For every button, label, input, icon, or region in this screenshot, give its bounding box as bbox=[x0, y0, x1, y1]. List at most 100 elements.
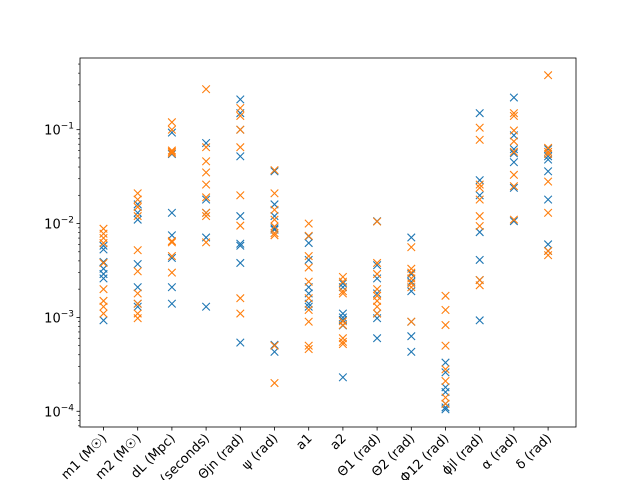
series-2-point bbox=[304, 305, 313, 315]
series-2-point bbox=[407, 242, 416, 252]
series-2-point bbox=[441, 399, 450, 409]
series-2-point bbox=[441, 365, 450, 374]
series-1-point bbox=[270, 167, 279, 176]
series-2-point bbox=[543, 177, 553, 186]
series-2-point bbox=[133, 202, 142, 212]
series-2-point bbox=[407, 317, 416, 326]
series-1-point bbox=[304, 255, 313, 265]
y-axis: 10−4 10−3 10−2 10−1 bbox=[44, 63, 80, 427]
series-1-point bbox=[475, 316, 484, 325]
series-2-point bbox=[441, 341, 450, 350]
series-2-point bbox=[441, 320, 450, 330]
series-2-point bbox=[270, 215, 279, 224]
series-1-point bbox=[133, 259, 142, 269]
series-2-point bbox=[509, 137, 519, 146]
series-2-point bbox=[475, 180, 484, 189]
series-2-point bbox=[509, 181, 519, 191]
series-1-point bbox=[236, 338, 245, 347]
series-1-point bbox=[338, 309, 348, 318]
series-1-point bbox=[372, 260, 382, 270]
series-2-point bbox=[201, 208, 211, 218]
series-2-point bbox=[372, 284, 382, 294]
series-2-point bbox=[167, 146, 177, 155]
series-2-point bbox=[133, 211, 142, 221]
series-2-point bbox=[201, 238, 211, 247]
series-1-point bbox=[270, 340, 279, 350]
series-2-point bbox=[338, 287, 348, 296]
series-2-point bbox=[338, 320, 348, 330]
series-1-point bbox=[338, 279, 348, 288]
series-2-point bbox=[270, 341, 279, 350]
series-2-point bbox=[338, 339, 348, 349]
series-1-point bbox=[475, 108, 484, 118]
series-2-point bbox=[372, 302, 382, 311]
series-1-point bbox=[236, 152, 245, 161]
series-2-point bbox=[99, 284, 108, 294]
x-tick-label: a1 bbox=[293, 431, 315, 453]
series-2-point bbox=[372, 269, 382, 279]
series-2-point bbox=[475, 183, 484, 193]
series-2-point bbox=[236, 221, 245, 230]
series-1-point bbox=[509, 93, 519, 102]
x-tick-label: δ (rad) bbox=[513, 431, 555, 473]
series-2-point bbox=[236, 294, 245, 303]
series-2-point bbox=[543, 251, 553, 260]
series-2-point bbox=[475, 135, 484, 144]
series-2-point bbox=[304, 251, 313, 261]
series-1-point bbox=[99, 245, 108, 254]
series-1-point bbox=[236, 239, 245, 248]
series-1-point bbox=[236, 211, 245, 221]
series-2-point bbox=[133, 314, 142, 323]
series-2-point bbox=[270, 166, 279, 175]
series-1-point bbox=[441, 403, 450, 412]
series-2-point bbox=[304, 231, 313, 240]
series-2-point bbox=[133, 267, 142, 276]
series-2-point bbox=[167, 149, 177, 158]
series-2-point bbox=[133, 189, 142, 198]
series-1-point bbox=[475, 227, 484, 237]
series-2-point bbox=[304, 219, 313, 228]
series-2-point bbox=[201, 157, 211, 166]
series-2-point bbox=[167, 147, 177, 157]
series-2-point bbox=[304, 277, 313, 286]
series-2-point bbox=[338, 317, 348, 326]
series-1-point bbox=[338, 373, 348, 382]
series-1-point bbox=[407, 332, 416, 341]
series-2-point bbox=[270, 189, 279, 198]
series-1-point bbox=[509, 216, 519, 226]
series-2-point bbox=[441, 376, 450, 386]
series-1-point bbox=[441, 358, 450, 367]
series-2-point bbox=[338, 337, 348, 346]
series-2-point bbox=[509, 126, 519, 135]
y-tick-label: 10−1 bbox=[44, 122, 74, 139]
x-tick-label: ψ (rad) bbox=[239, 431, 281, 473]
series-1-point bbox=[407, 347, 416, 357]
series-2-point bbox=[201, 211, 211, 221]
series-2-point bbox=[509, 108, 519, 118]
series-1-point bbox=[338, 313, 348, 322]
y-tick-label: 10−4 bbox=[44, 403, 74, 420]
series-2-point bbox=[133, 246, 142, 255]
y-tick-label: 10−2 bbox=[44, 216, 74, 233]
series-1-point bbox=[407, 287, 416, 296]
series-2-point bbox=[236, 125, 245, 134]
series-2-point bbox=[133, 289, 142, 298]
series-2-point bbox=[133, 195, 142, 204]
series-2-point bbox=[201, 143, 211, 152]
y-tick-label: 10−3 bbox=[44, 309, 74, 326]
series-1-point bbox=[407, 233, 416, 242]
series-1-point bbox=[201, 302, 211, 311]
series-1-point bbox=[304, 238, 313, 248]
series-1-point bbox=[441, 368, 450, 377]
series-2-point bbox=[543, 208, 553, 218]
series-1-point bbox=[543, 167, 553, 176]
series-2-point bbox=[304, 344, 313, 354]
series-2-point bbox=[304, 341, 313, 350]
series-1-point bbox=[543, 240, 553, 249]
series-2-point bbox=[201, 84, 211, 94]
series-2-point bbox=[475, 281, 484, 290]
series-1-point bbox=[509, 183, 519, 193]
series-1-point bbox=[270, 211, 279, 221]
series-2-point bbox=[509, 215, 519, 224]
series-1-point bbox=[201, 138, 211, 148]
